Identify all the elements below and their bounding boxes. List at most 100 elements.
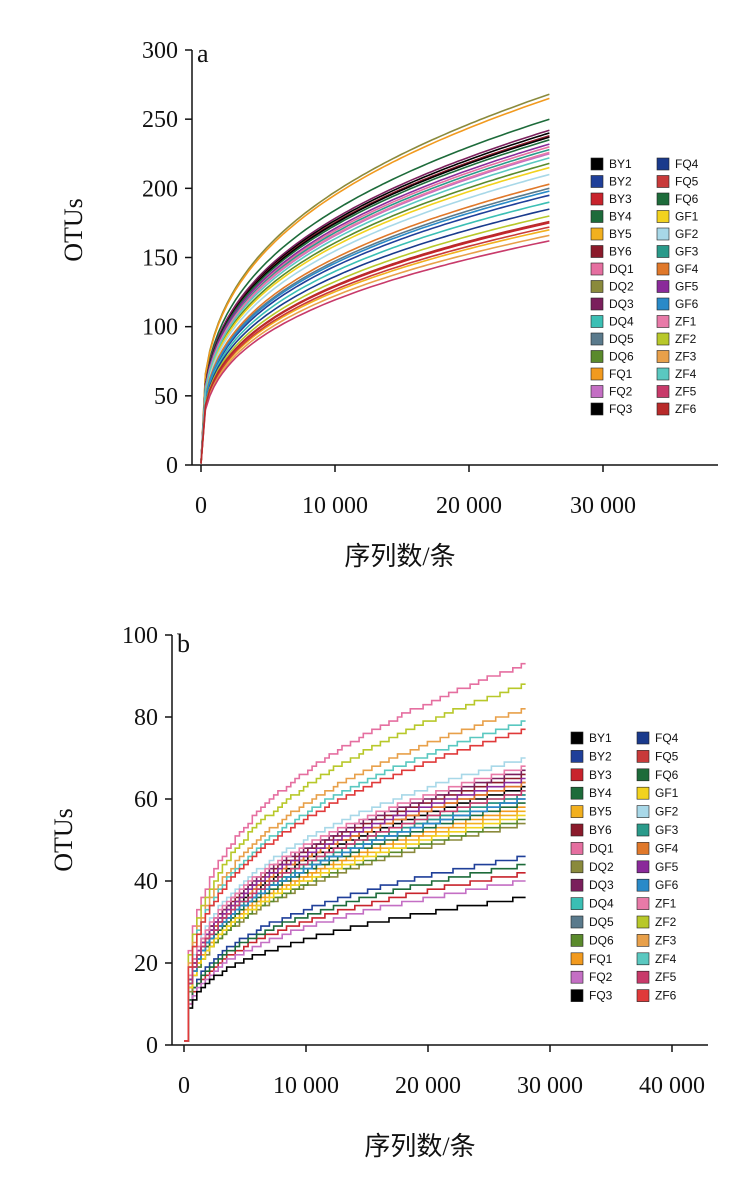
series-line-dq6 [184, 818, 526, 1042]
y-tick-label: 50 [154, 384, 178, 410]
series-line-zf6 [200, 220, 550, 464]
x-tick-label: 20 000 [395, 1073, 461, 1099]
series-line-fq2 [200, 153, 550, 464]
legend-swatch-gf5 [656, 280, 670, 293]
legend-swatch-by2 [590, 175, 604, 188]
series-line-by2 [200, 194, 550, 464]
legend-label-dq3: DQ3 [589, 878, 614, 892]
panel-label: b [177, 629, 190, 658]
x-axis-label: 序列数/条 [364, 1132, 475, 1161]
legend-swatch-gf1 [636, 786, 650, 800]
legend-swatch-fq1 [590, 367, 604, 381]
series-line-zf1 [184, 765, 526, 1042]
series-line-by3 [184, 872, 526, 1042]
legend-label-dq5: DQ5 [589, 915, 614, 929]
legend-swatch-gf6 [656, 297, 670, 311]
legend-label-fq3: FQ3 [589, 989, 613, 1003]
y-tick-label: 100 [142, 315, 178, 341]
legend-swatch-gf3 [656, 245, 670, 258]
legend-swatch-fq3 [570, 989, 584, 1002]
series-line-gf5 [184, 777, 526, 1042]
legend-swatch-gf6 [636, 878, 650, 892]
legend-swatch-zf6 [656, 402, 670, 416]
legend-label-by2: BY2 [589, 749, 612, 763]
legend-label-fq1: FQ1 [609, 367, 633, 381]
legend-swatch-by2 [570, 750, 584, 763]
legend-label-gf5: GF5 [655, 860, 679, 874]
legend-label-gf3: GF3 [655, 823, 679, 837]
series-line-gf4 [200, 183, 550, 464]
legend-swatch-fq4 [636, 731, 650, 745]
x-axis-label: 序列数/条 [344, 542, 455, 571]
series-line-dq5 [200, 187, 550, 464]
legend-label-dq4: DQ4 [609, 315, 634, 329]
legend-label-dq1: DQ1 [609, 262, 634, 276]
legend-swatch-zf1 [656, 315, 670, 328]
legend-label-fq3: FQ3 [609, 402, 633, 416]
legend-swatch-by4 [570, 786, 584, 800]
chart-a: 0 50 100 150 200 250 300 0 10 000 20 000 30 000 a OT… [59, 38, 718, 571]
legend-swatch-fq3 [590, 402, 604, 416]
legend-label-dq1: DQ1 [589, 841, 614, 855]
legend-swatch-dq1 [570, 842, 584, 855]
series-line-by4 [200, 118, 550, 464]
series-line-zf4 [184, 720, 526, 1042]
legend-swatch-dq6 [590, 350, 604, 363]
legend-label-zf6: ZF6 [675, 402, 697, 416]
legend-swatch-dq2 [590, 280, 604, 293]
series-line-fq4 [200, 208, 550, 464]
series-line-by2 [184, 855, 526, 1042]
legend-label-dq4: DQ4 [589, 897, 614, 911]
series-line-gf1 [184, 814, 526, 1042]
legend-swatch-fq6 [636, 768, 650, 782]
legend-label-gf5: GF5 [675, 280, 699, 294]
legend-swatch-fq5 [636, 750, 650, 763]
legend-label-zf1: ZF1 [655, 897, 677, 911]
legend-swatch-zf4 [636, 952, 650, 966]
legend-swatch-fq2 [570, 970, 584, 984]
series-line-zf3 [200, 234, 550, 464]
legend-swatch-dq3 [590, 297, 604, 311]
legend-swatch-by5 [590, 227, 604, 241]
series-line-dq1 [184, 662, 526, 1042]
legend-label-fq2: FQ2 [589, 970, 613, 984]
legend-swatch-by3 [570, 768, 584, 782]
legend-label-gf3: GF3 [675, 245, 699, 259]
legend-swatch-zf1 [636, 897, 650, 910]
legend-label-zf3: ZF3 [655, 933, 677, 947]
x-tick-label: 20 000 [436, 493, 502, 519]
legend-swatch-zf5 [636, 970, 650, 984]
legend-label-dq3: DQ3 [609, 297, 634, 311]
legend-label-by4: BY4 [589, 786, 612, 800]
series-line-gf1 [200, 166, 550, 464]
series-line-fq6 [200, 139, 550, 464]
legend-swatch-dq1 [590, 262, 604, 276]
legend-label-zf6: ZF6 [655, 989, 677, 1003]
legend-swatch-dq6 [570, 934, 584, 947]
series-line-zf2 [200, 215, 550, 464]
legend-label-gf2: GF2 [655, 805, 679, 819]
series-line-dq3 [184, 769, 526, 1042]
legend-label-fq5: FQ5 [675, 175, 699, 189]
series-line-zf2 [184, 683, 526, 1042]
legend-label-fq4: FQ4 [655, 731, 679, 745]
legend-swatch-gf1 [656, 210, 670, 223]
y-tick-label: 100 [122, 623, 158, 649]
x-tick-label: 30 000 [517, 1073, 583, 1099]
x-tick-label: 0 [195, 493, 207, 519]
chart-panel-b: 0 20 40 60 80 100 0 10 000 20 000 30 000 40 000 b OT… [0, 590, 756, 1170]
legend-label-by3: BY3 [589, 768, 612, 782]
y-tick-label: 20 [134, 951, 158, 977]
legend-swatch-fq2 [590, 385, 604, 398]
legend-label-by1: BY1 [589, 731, 612, 745]
legend-label-by3: BY3 [609, 192, 632, 206]
legend-label-fq6: FQ6 [655, 768, 679, 782]
legend-swatch-dq5 [570, 915, 584, 929]
series-line-fq1 [200, 97, 550, 464]
y-tick-label: 40 [134, 869, 158, 895]
legend-swatch-gf5 [636, 860, 650, 874]
series-line-dq6 [200, 162, 550, 464]
series-line-gf2 [184, 757, 526, 1042]
legend-label-gf2: GF2 [675, 227, 699, 241]
legend-swatch-dq2 [570, 860, 584, 874]
